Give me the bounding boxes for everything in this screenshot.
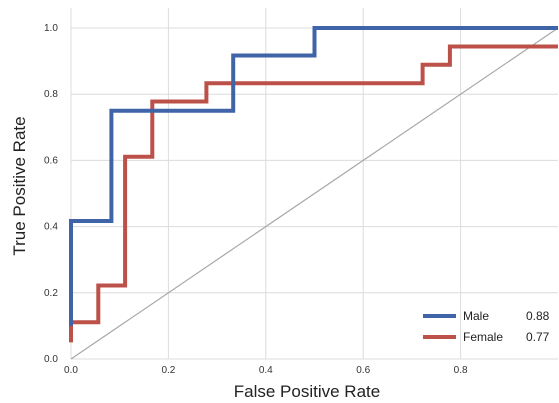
legend: Male 0.88 Female 0.77 (423, 309, 550, 344)
x-tick-label: 0.4 (259, 365, 273, 376)
series-lines (69, 26, 558, 343)
series-line-male (69, 26, 558, 326)
y-tick-label: 0.6 (44, 155, 58, 166)
series-line-female (69, 44, 558, 343)
legend-label-male: Male (463, 309, 489, 323)
x-tick-label: 0.0 (64, 365, 78, 376)
grid (70, 8, 558, 360)
y-tick-label: 1.0 (44, 23, 58, 34)
x-tick-label: 0.8 (454, 365, 468, 376)
y-tick-label: 0.2 (44, 288, 58, 299)
chance-diagonal-line (70, 27, 559, 360)
y-tick-label: 0.0 (44, 354, 58, 365)
y-axis-label: True Positive Rate (10, 116, 29, 255)
x-axis-label: False Positive Rate (234, 382, 380, 401)
legend-auc-female: 0.77 (526, 330, 550, 344)
diagonal-reference (70, 27, 559, 360)
x-tick-label: 0.2 (161, 365, 175, 376)
legend-label-female: Female (463, 330, 503, 344)
y-tick-label: 0.4 (44, 222, 58, 233)
y-axis-ticks: 0.0 0.2 0.4 0.6 0.8 1.0 (44, 23, 58, 365)
x-axis-ticks: 0.0 0.2 0.4 0.6 0.8 (64, 365, 468, 376)
y-tick-label: 0.8 (44, 89, 58, 100)
x-tick-label: 0.6 (356, 365, 370, 376)
legend-auc-male: 0.88 (526, 309, 550, 323)
